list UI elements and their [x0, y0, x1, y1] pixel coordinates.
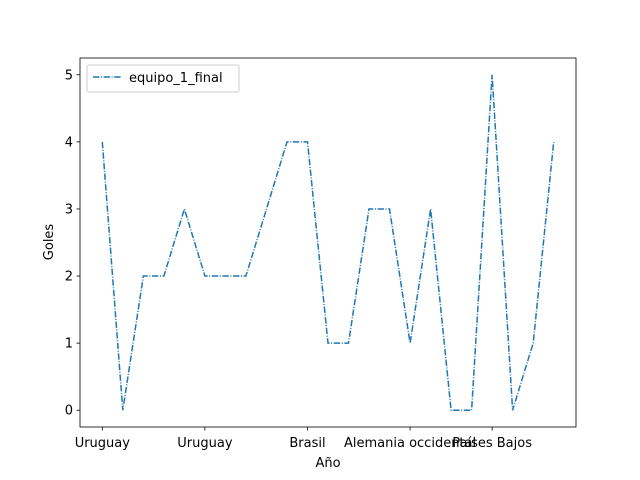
x-axis-label: Año [315, 456, 340, 471]
x-tick-label: Brasil [289, 436, 325, 451]
x-tick-label: Alemania occidental [344, 436, 476, 451]
series-line-equipo_1_final [101, 74, 555, 411]
x-tick-label: Uruguay [75, 436, 131, 451]
y-tick-label: 3 [65, 202, 73, 217]
plot-area [80, 58, 576, 427]
y-tick-label: 5 [65, 68, 73, 83]
legend-label: equipo_1_final [129, 71, 223, 86]
y-axis-ticks: 0 1 2 3 4 5 [65, 68, 80, 419]
series-layer [101, 74, 555, 411]
y-tick-label: 2 [65, 270, 73, 285]
x-tick-label: Países Bajos [452, 436, 532, 451]
x-tick-label: Uruguay [177, 436, 233, 451]
legend-box [86, 64, 240, 93]
y-tick-label: 1 [65, 337, 73, 352]
plot-frame [79, 57, 577, 428]
legend: equipo_1_final [86, 64, 240, 93]
y-tick-label: 0 [65, 404, 73, 419]
x-axis-ticks: Uruguay Uruguay Brasil Alemania occidentalP… [75, 427, 532, 451]
y-tick-label: 4 [65, 135, 73, 150]
y-axis-label: Goles [42, 224, 57, 261]
